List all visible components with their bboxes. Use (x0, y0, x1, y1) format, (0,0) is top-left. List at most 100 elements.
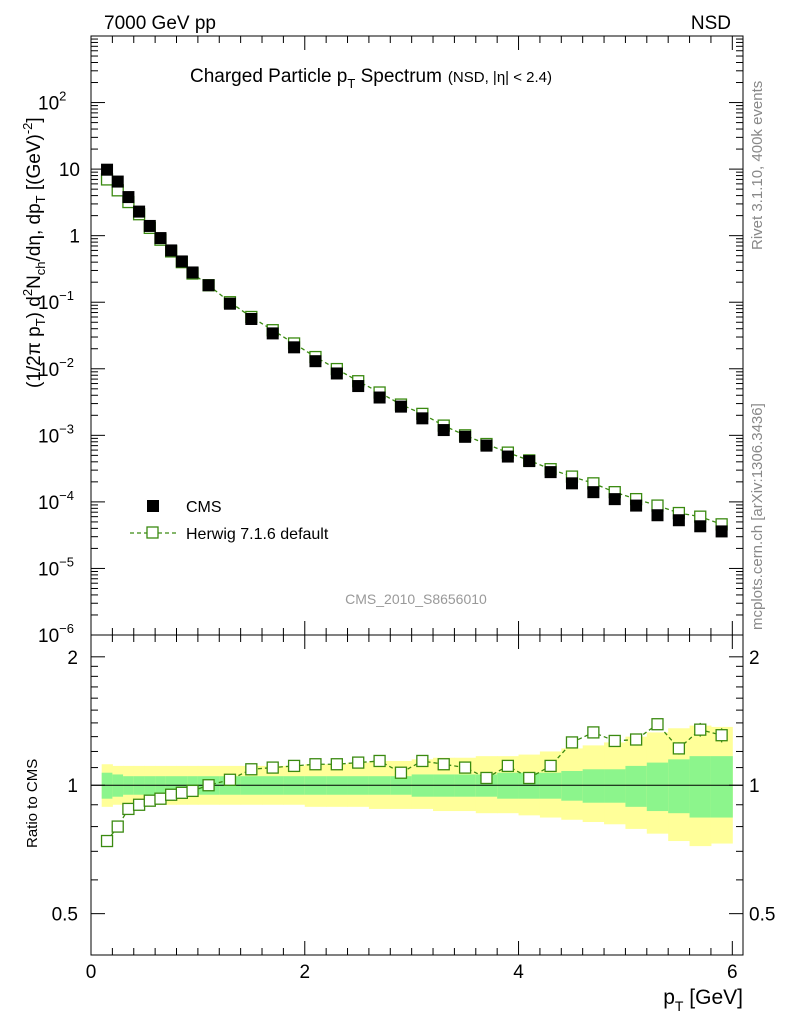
herwig-ratio-point (245, 763, 258, 776)
x-tick-label: 2 (299, 962, 310, 983)
ratio-tick-label-right: 0.5 (749, 905, 775, 926)
herwig-ratio-point (373, 754, 386, 768)
main-axis-ticks: 102 10 1 10−1 10−2 10−3 10−4 10−5 10−6 (38, 38, 743, 647)
herwig-ratio-series (100, 718, 728, 848)
cms-point (544, 466, 557, 479)
herwig-ratio-point (266, 761, 279, 774)
herwig-ratio-point (165, 788, 178, 801)
cms-point (266, 327, 279, 340)
herwig-series (100, 173, 728, 531)
cms-point (133, 205, 146, 218)
ratio-axis-title: Ratio to CMS (24, 759, 41, 848)
herwig-ratio-point (544, 759, 557, 773)
cms-series (101, 163, 728, 538)
herwig-ratio-point (186, 784, 199, 798)
chart-title: Charged Particle pT Spectrum (NSD, |η| < … (190, 66, 552, 91)
band-inner-bin (561, 770, 584, 801)
herwig-ratio-point (651, 718, 664, 731)
y-tick-label: 102 (38, 89, 66, 115)
herwig-ratio-point (111, 820, 124, 833)
cms-point (111, 175, 124, 188)
cms-point (352, 380, 365, 393)
y-tick-label: 10−5 (38, 554, 74, 580)
rivet-version-label: Rivet 3.1.10, 400k events (749, 81, 766, 250)
y-tick-label: 10−3 (38, 421, 74, 447)
process-label: NSD (691, 13, 731, 34)
cms-point (608, 493, 621, 506)
herwig-ratio-point (501, 759, 515, 773)
cms-point (651, 509, 664, 522)
cms-point (394, 400, 407, 413)
herwig-ratio-point (608, 734, 621, 748)
herwig-ratio-point (416, 754, 429, 768)
herwig-ratio-point (565, 736, 579, 749)
cms-point (175, 255, 188, 268)
cms-point (288, 341, 301, 354)
herwig-ratio-point (330, 758, 343, 771)
herwig-ratio-point (175, 786, 189, 799)
legend-cms-marker (147, 500, 159, 512)
ratio-tick-label-left: 1 (67, 776, 78, 797)
energy-label: 7000 GeV pp (104, 13, 216, 34)
y-tick-label: 10−4 (38, 488, 74, 514)
cms-point (165, 244, 178, 257)
herwig-ratio-point (629, 733, 643, 746)
band-inner-bin (710, 756, 733, 818)
herwig-ratio-point (458, 761, 472, 774)
band-inner-bin (668, 759, 691, 814)
cms-point (587, 486, 600, 499)
cms-point (101, 163, 114, 176)
y-tick-label: 10−1 (38, 288, 74, 314)
cms-point (330, 367, 343, 380)
y-tick-label: 1 (69, 227, 80, 248)
x-tick-label: 4 (513, 962, 524, 983)
cms-point (154, 232, 167, 245)
ratio-panel-frame (90, 634, 744, 956)
ratio-tick-label-right: 2 (749, 648, 760, 669)
x-tick-label: 6 (727, 962, 738, 983)
ratio-axis-ticks: 2 2 1 1 0.5 0.5 (52, 648, 776, 926)
analysis-watermark: CMS_2010_S8656010 (345, 591, 487, 607)
cms-point (309, 355, 322, 368)
cms-point (694, 520, 707, 533)
cms-point (523, 455, 536, 468)
y-tick-label: 10−6 (38, 621, 74, 647)
band-inner-bin (689, 756, 712, 818)
cms-point (480, 439, 493, 452)
legend-cms-label: CMS (186, 499, 222, 516)
cms-point (245, 312, 258, 325)
cms-point (459, 430, 472, 443)
x-axis-title: pT [GeV] (663, 986, 743, 1014)
cms-point (373, 391, 386, 404)
herwig-ratio-point (100, 834, 114, 848)
cms-point (186, 266, 199, 279)
cms-point (630, 499, 643, 512)
herwig-ratio-point (523, 771, 536, 785)
herwig-ratio-point (715, 729, 728, 742)
legend-herwig-marker (146, 526, 159, 539)
cms-point (565, 477, 578, 490)
band-inner-bin (625, 765, 648, 807)
herwig-line (106, 178, 722, 525)
herwig-ratio-point (437, 758, 450, 771)
legend-herwig-label: Herwig 7.1.6 default (186, 526, 329, 543)
ratio-tick-label-left: 0.5 (52, 905, 78, 926)
herwig-ratio-point (309, 758, 322, 771)
cms-point (437, 424, 450, 437)
cms-point (501, 450, 514, 463)
y-tick-label: 10−2 (38, 355, 74, 381)
herwig-ratio-point (287, 759, 301, 773)
herwig-ratio-point (352, 756, 365, 769)
herwig-ratio-point (122, 802, 135, 816)
herwig-ratio-point (694, 723, 707, 736)
herwig-ratio-point (223, 773, 237, 786)
main-panel-frame (90, 35, 744, 636)
legend: CMS Herwig 7.1.6 default (130, 499, 329, 543)
herwig-ratio-point (394, 766, 408, 779)
cms-point (223, 297, 236, 310)
cms-point (416, 412, 429, 425)
mcplots-label: mcplots.cern.ch [arXiv:1306.3436] (749, 403, 766, 630)
herwig-ratio-point (587, 726, 600, 739)
x-tick-label: 0 (86, 962, 97, 983)
